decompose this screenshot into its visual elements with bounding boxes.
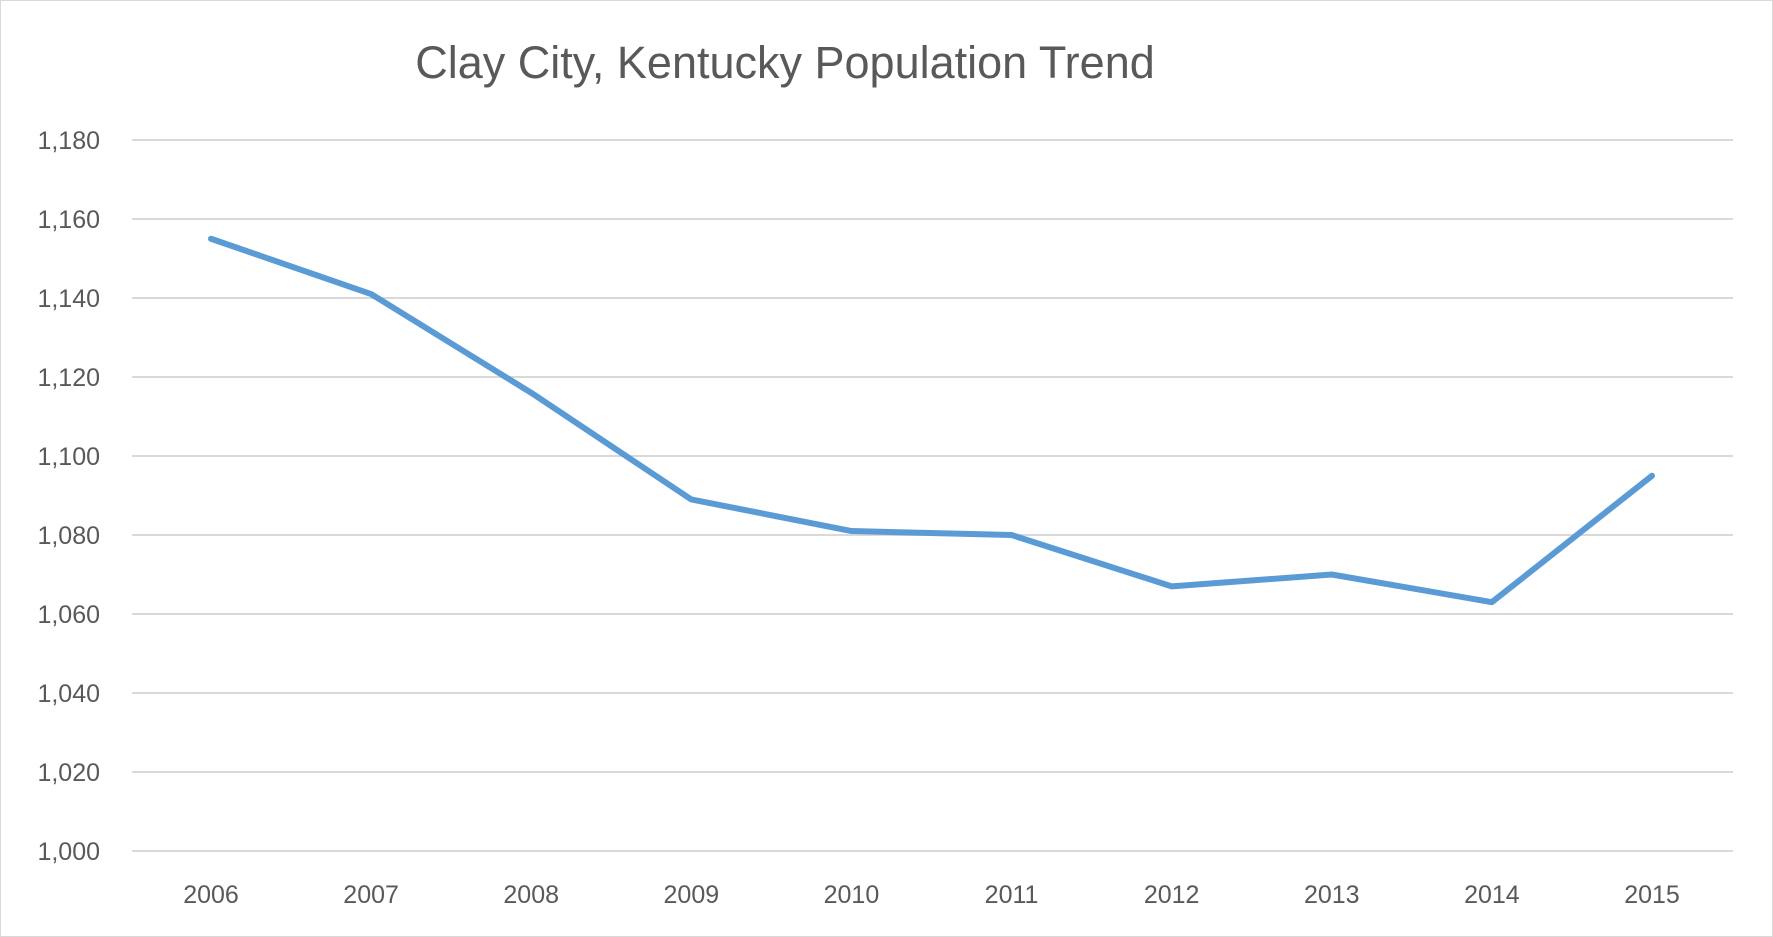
x-tick-label: 2010 [824, 881, 880, 909]
y-tick-label: 1,100 [37, 443, 100, 471]
x-tick-label: 2011 [985, 881, 1039, 909]
x-tick-label: 2012 [1144, 881, 1200, 909]
x-tick-label: 2009 [664, 881, 720, 909]
y-tick-label: 1,160 [37, 206, 100, 234]
x-tick-label: 2015 [1624, 881, 1680, 909]
x-tick-label: 2008 [503, 881, 559, 909]
y-tick-label: 1,000 [37, 838, 100, 866]
chart-title: Clay City, Kentucky Population Trend [415, 37, 1155, 88]
x-tick-label: 2007 [343, 881, 399, 909]
y-tick-label: 1,120 [37, 364, 100, 392]
y-tick-label: 1,040 [37, 680, 100, 708]
x-tick-label: 2006 [183, 881, 239, 909]
y-tick-label: 1,140 [37, 285, 100, 313]
y-tick-label: 1,060 [37, 601, 100, 629]
x-tick-label: 2013 [1304, 881, 1360, 909]
y-tick-label: 1,180 [37, 127, 100, 155]
y-tick-label: 1,080 [37, 522, 100, 550]
y-tick-label: 1,020 [37, 759, 100, 787]
x-tick-label: 2014 [1464, 881, 1520, 909]
series-line [208, 235, 1655, 606]
